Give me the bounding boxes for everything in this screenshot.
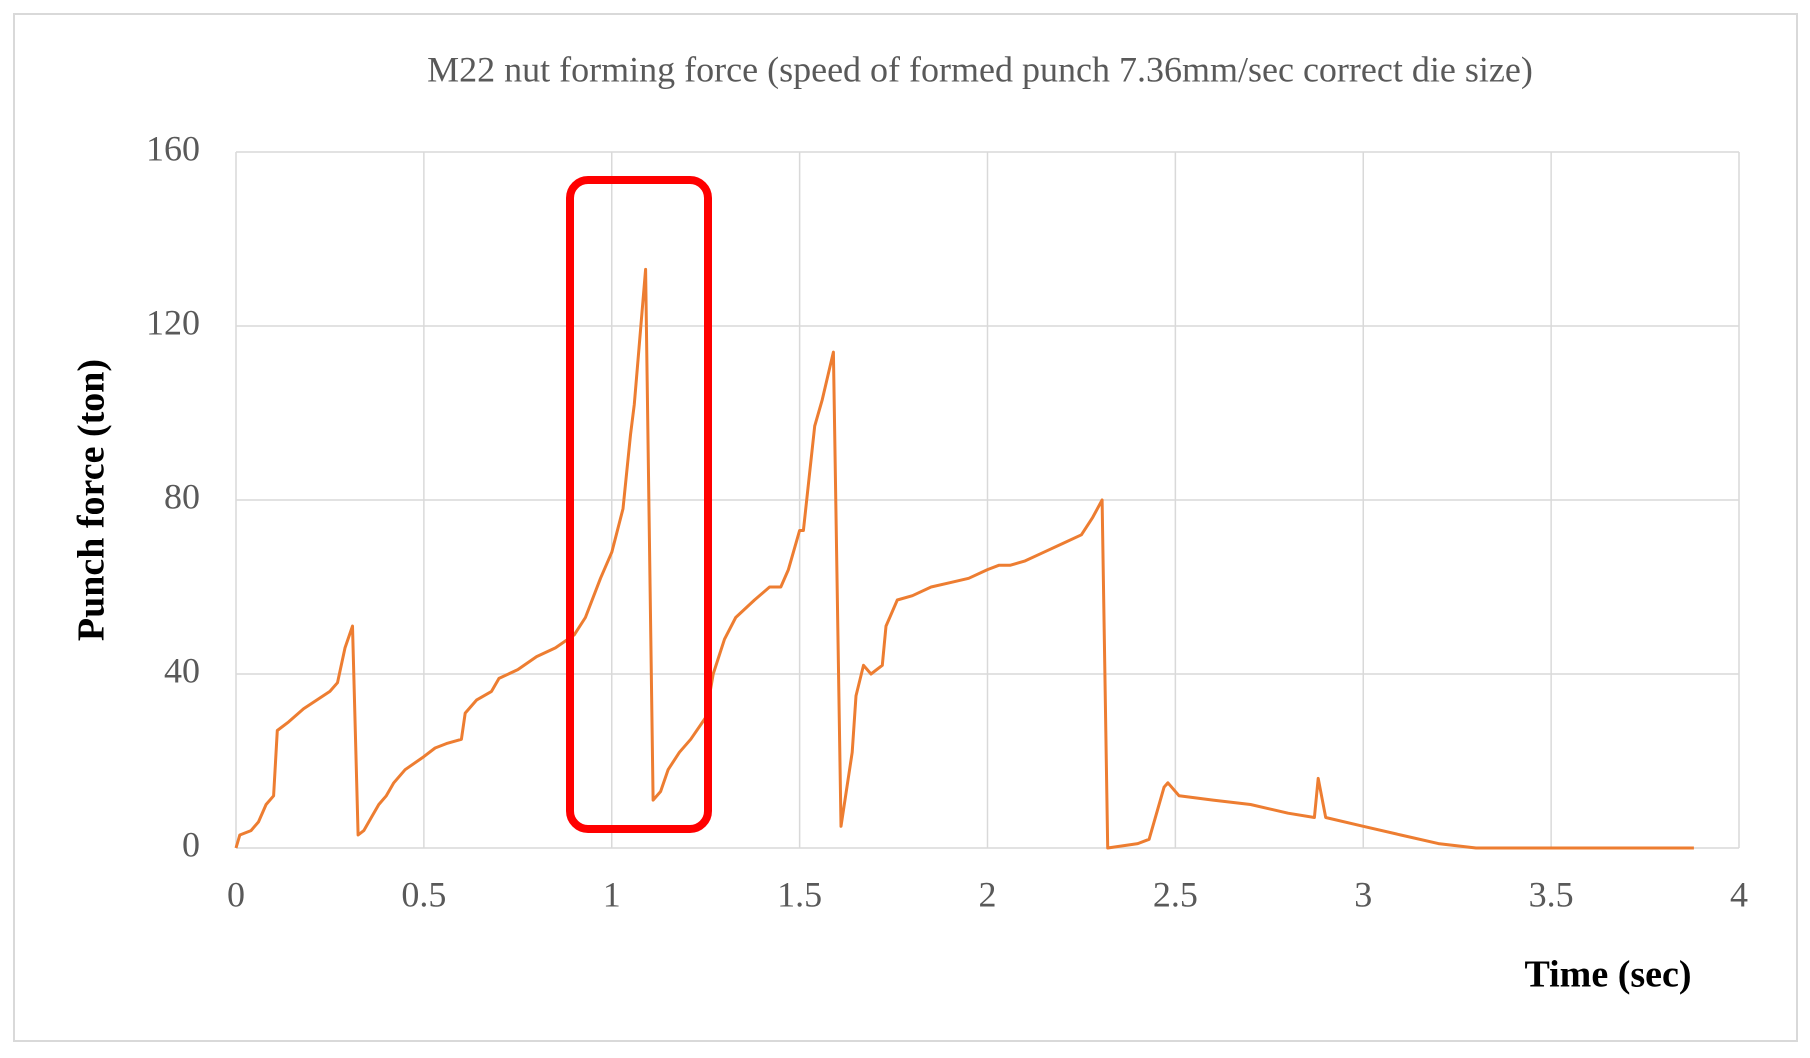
highlight-box	[566, 176, 712, 833]
chart-title: M22 nut forming force (speed of formed p…	[427, 49, 1533, 89]
chart-border	[13, 13, 1798, 1042]
x-tick-label: 2.5	[1153, 874, 1198, 914]
data-line	[234, 267, 1694, 850]
x-tick-label: 2	[979, 874, 997, 914]
y-tick-label: 160	[146, 128, 200, 168]
y-axis-label: Punch force (ton)	[71, 359, 113, 641]
x-tick-label: 1.5	[777, 874, 822, 914]
x-tick-label: 3.5	[1529, 874, 1574, 914]
x-tick-label: 4	[1730, 874, 1748, 914]
x-tick-label: 1	[603, 874, 621, 914]
y-tick-label: 80	[164, 476, 200, 516]
y-tick-label: 120	[146, 302, 200, 342]
x-axis-label: Time (sec)	[1524, 954, 1691, 996]
y-tick-label: 0	[182, 824, 200, 864]
y-tick-label: 40	[164, 650, 200, 690]
x-tick-label: 3	[1354, 874, 1372, 914]
x-tick-label: 0.5	[401, 874, 446, 914]
x-tick-label: 0	[227, 874, 245, 914]
